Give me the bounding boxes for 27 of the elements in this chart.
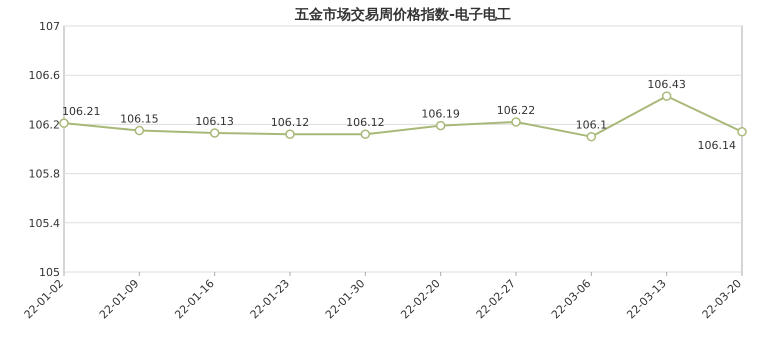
y-tick-label: 106.2: [28, 118, 60, 132]
point: [511, 117, 521, 127]
point: [210, 128, 220, 138]
y-tick-label: 105: [39, 266, 60, 279]
data-label: 106.15: [120, 112, 159, 126]
data-label: 106.21: [62, 105, 100, 118]
data-label: 106.22: [496, 104, 536, 117]
point: [436, 120, 446, 130]
data-label: 106.1: [576, 118, 608, 132]
data-label: 106.19: [421, 108, 460, 121]
data-label: 106.43: [647, 78, 686, 92]
data-label: 106.13: [195, 115, 234, 128]
point: [285, 129, 295, 139]
data-label: 106.14: [698, 138, 736, 152]
chart-title: 五金市场交易周价格指数-电子电工: [294, 6, 511, 23]
point: [586, 132, 596, 142]
y-tick-label: 107: [39, 20, 60, 33]
data-label: 106.12: [270, 116, 310, 130]
y-tick-label: 105.8: [28, 168, 60, 181]
point: [737, 127, 747, 137]
data-label: 106.12: [346, 116, 385, 130]
point: [59, 118, 69, 128]
y-tick-label: 105.4: [28, 216, 60, 230]
point: [360, 129, 370, 139]
point: [134, 126, 144, 136]
y-tick-label: 106.6: [28, 69, 60, 82]
point: [662, 91, 672, 101]
